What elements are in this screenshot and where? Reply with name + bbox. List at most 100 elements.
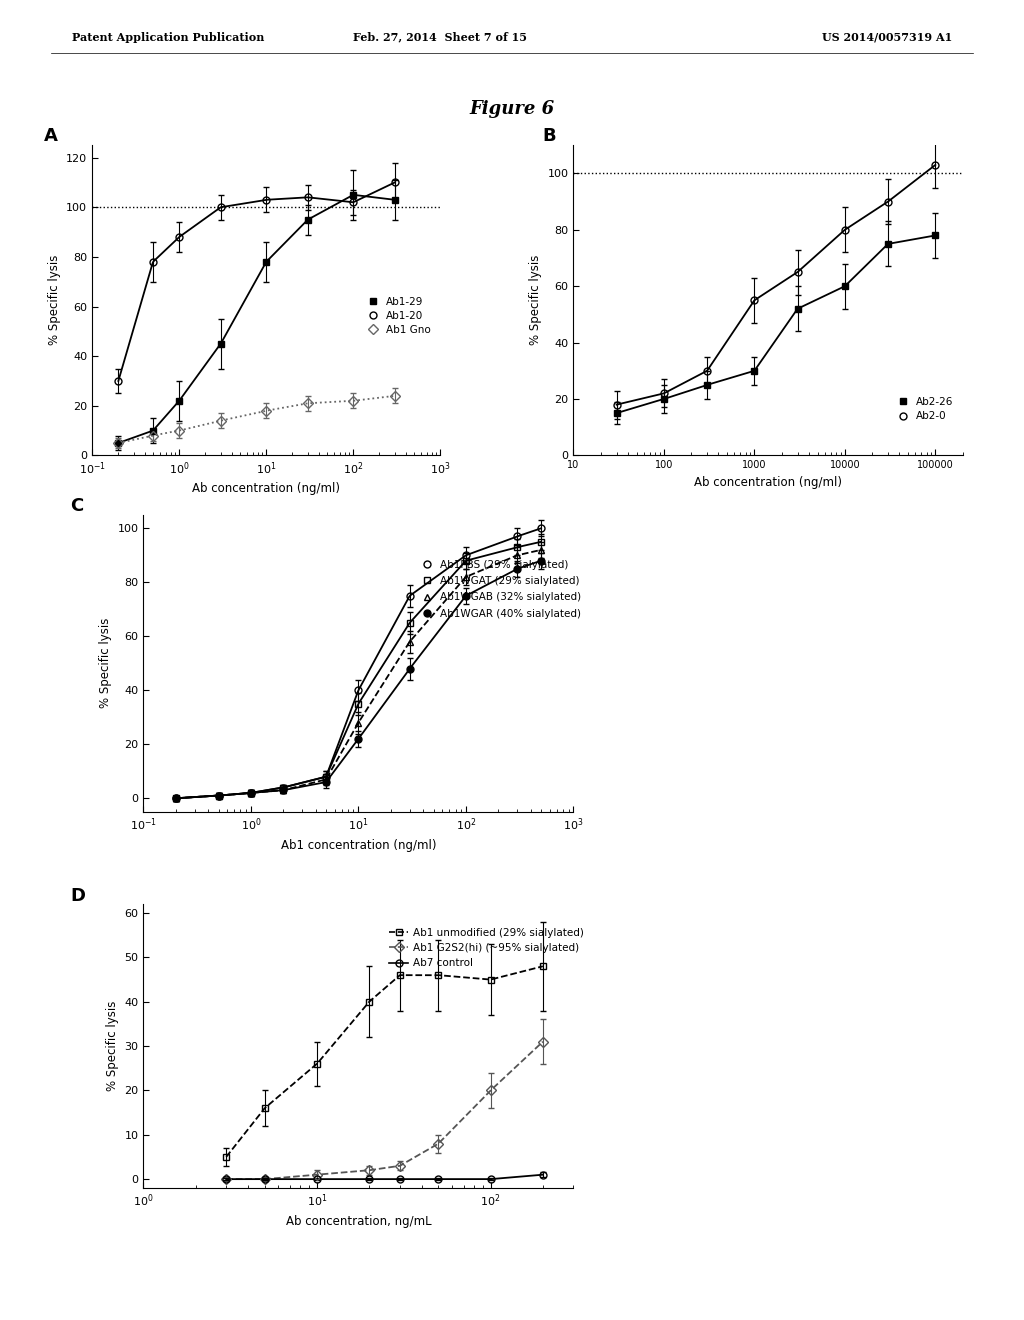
Y-axis label: % Specific lysis: % Specific lysis	[48, 255, 60, 346]
Ab1 G2S2(hi) (~95% sialylated)	[537, 1034, 549, 1049]
Ab1WGAR (40% sialylated)	[170, 791, 182, 807]
Ab7 control	[259, 1171, 271, 1187]
Ab1-29	[113, 436, 125, 451]
Ab2-26	[839, 279, 851, 294]
Ab1WGAB (32% sialylated)	[212, 788, 224, 804]
Ab1-20	[347, 194, 359, 210]
Ab1 G2S2(hi) (~95% sialylated)	[259, 1171, 271, 1187]
Ab1WGAR (40% sialylated)	[403, 661, 416, 677]
Ab2-26	[882, 236, 894, 252]
Y-axis label: % Specific lysis: % Specific lysis	[99, 618, 112, 709]
Ab1-29	[215, 335, 227, 351]
Line: Ab1 Gno: Ab1 Gno	[115, 392, 398, 446]
Ab1 unmodified (29% sialylated)	[220, 1148, 232, 1164]
Ab1 Gno	[260, 403, 272, 418]
Ab7 control	[484, 1171, 497, 1187]
Ab1 Gno	[389, 388, 401, 404]
Ab1-20	[215, 199, 227, 215]
Ab1PBS (29% sialylated)	[403, 587, 416, 603]
Ab1WGAT (29% sialylated)	[403, 615, 416, 631]
Ab1 unmodified (29% sialylated)	[311, 1056, 324, 1072]
Ab1PBS (29% sialylated)	[460, 548, 472, 564]
Ab2-26	[701, 378, 714, 393]
Ab1WGAR (40% sialylated)	[460, 587, 472, 603]
Ab2-0	[792, 264, 804, 280]
Text: Figure 6: Figure 6	[469, 100, 555, 119]
Ab1 G2S2(hi) (~95% sialylated)	[393, 1158, 406, 1173]
Ab1WGAR (40% sialylated)	[352, 731, 365, 747]
Line: Ab1PBS (29% sialylated): Ab1PBS (29% sialylated)	[172, 525, 545, 801]
Ab1PBS (29% sialylated)	[212, 788, 224, 804]
Ab7 control	[311, 1171, 324, 1187]
Ab1 Gno	[173, 422, 185, 438]
Ab2-0	[657, 385, 670, 401]
Ab2-0	[929, 157, 941, 173]
Ab7 control	[537, 1167, 549, 1183]
Ab1WGAT (29% sialylated)	[278, 780, 290, 796]
Ab1WGAB (32% sialylated)	[460, 569, 472, 585]
Line: Ab7 control: Ab7 control	[223, 1171, 547, 1183]
Ab1-29	[260, 253, 272, 269]
Ab1-29	[302, 211, 314, 227]
Ab1-29	[347, 187, 359, 203]
Y-axis label: % Specific lysis: % Specific lysis	[529, 255, 542, 346]
Ab7 control	[220, 1171, 232, 1187]
Ab2-26	[792, 301, 804, 317]
Ab1-29	[146, 422, 159, 438]
Text: C: C	[71, 498, 84, 515]
Ab7 control	[393, 1171, 406, 1187]
Line: Ab1WGAT (29% sialylated): Ab1WGAT (29% sialylated)	[172, 539, 545, 801]
Ab1 unmodified (29% sialylated)	[537, 958, 549, 974]
Ab1-29	[389, 191, 401, 207]
Y-axis label: % Specific lysis: % Specific lysis	[105, 1001, 119, 1092]
Ab2-26	[657, 391, 670, 407]
Ab1WGAT (29% sialylated)	[170, 791, 182, 807]
Ab1WGAB (32% sialylated)	[245, 785, 257, 801]
Ab1 Gno	[215, 413, 227, 429]
Text: Patent Application Publication: Patent Application Publication	[72, 32, 264, 42]
Ab1WGAR (40% sialylated)	[245, 785, 257, 801]
Ab2-0	[882, 194, 894, 210]
Ab1WGAB (32% sialylated)	[352, 715, 365, 731]
Ab1WGAR (40% sialylated)	[319, 774, 332, 789]
Ab1WGAT (29% sialylated)	[460, 553, 472, 569]
Ab1 unmodified (29% sialylated)	[393, 968, 406, 983]
Ab1WGAT (29% sialylated)	[352, 696, 365, 711]
Ab2-26	[749, 363, 761, 379]
Ab1WGAR (40% sialylated)	[511, 561, 523, 577]
Legend: Ab1PBS (29% sialylated), Ab1WGAT (29% sialylated), Ab1WGAB (32% sialylated), Ab1: Ab1PBS (29% sialylated), Ab1WGAT (29% si…	[415, 556, 586, 623]
Ab1WGAB (32% sialylated)	[403, 634, 416, 649]
Line: Ab1WGAB (32% sialylated): Ab1WGAB (32% sialylated)	[172, 546, 545, 801]
Line: Ab1-20: Ab1-20	[115, 180, 398, 384]
Ab2-0	[610, 397, 623, 413]
Ab1WGAB (32% sialylated)	[170, 791, 182, 807]
Ab1WGAT (29% sialylated)	[535, 533, 547, 549]
Ab1 G2S2(hi) (~95% sialylated)	[220, 1171, 232, 1187]
X-axis label: Ab concentration (ng/ml): Ab concentration (ng/ml)	[694, 475, 842, 488]
Ab1WGAR (40% sialylated)	[278, 783, 290, 799]
Ab1WGAR (40% sialylated)	[535, 553, 547, 569]
Ab1-29	[173, 393, 185, 409]
Line: Ab2-0: Ab2-0	[613, 161, 939, 408]
Ab2-26	[929, 227, 941, 243]
Ab1 unmodified (29% sialylated)	[432, 968, 444, 983]
Text: Feb. 27, 2014  Sheet 7 of 15: Feb. 27, 2014 Sheet 7 of 15	[353, 32, 527, 42]
Ab1WGAT (29% sialylated)	[511, 540, 523, 556]
Ab1 unmodified (29% sialylated)	[364, 994, 376, 1010]
Ab2-26	[610, 405, 623, 421]
Ab1WGAB (32% sialylated)	[278, 783, 290, 799]
X-axis label: Ab1 concentration (ng/ml): Ab1 concentration (ng/ml)	[281, 838, 436, 851]
Ab1WGAB (32% sialylated)	[511, 548, 523, 564]
Text: B: B	[543, 127, 556, 145]
Legend: Ab1 unmodified (29% sialylated), Ab1 G2S2(hi) (~95% sialylated), Ab7 control: Ab1 unmodified (29% sialylated), Ab1 G2S…	[385, 924, 588, 973]
Ab1-20	[389, 174, 401, 190]
Ab1WGAT (29% sialylated)	[319, 768, 332, 784]
Text: US 2014/0057319 A1: US 2014/0057319 A1	[822, 32, 952, 42]
Ab1WGAB (32% sialylated)	[535, 543, 547, 558]
Ab1PBS (29% sialylated)	[245, 785, 257, 801]
Legend: Ab2-26, Ab2-0: Ab2-26, Ab2-0	[891, 393, 957, 425]
Line: Ab1WGAR (40% sialylated): Ab1WGAR (40% sialylated)	[172, 557, 545, 801]
Ab1WGAR (40% sialylated)	[212, 788, 224, 804]
Ab1 G2S2(hi) (~95% sialylated)	[484, 1082, 497, 1098]
Ab1-20	[146, 253, 159, 269]
